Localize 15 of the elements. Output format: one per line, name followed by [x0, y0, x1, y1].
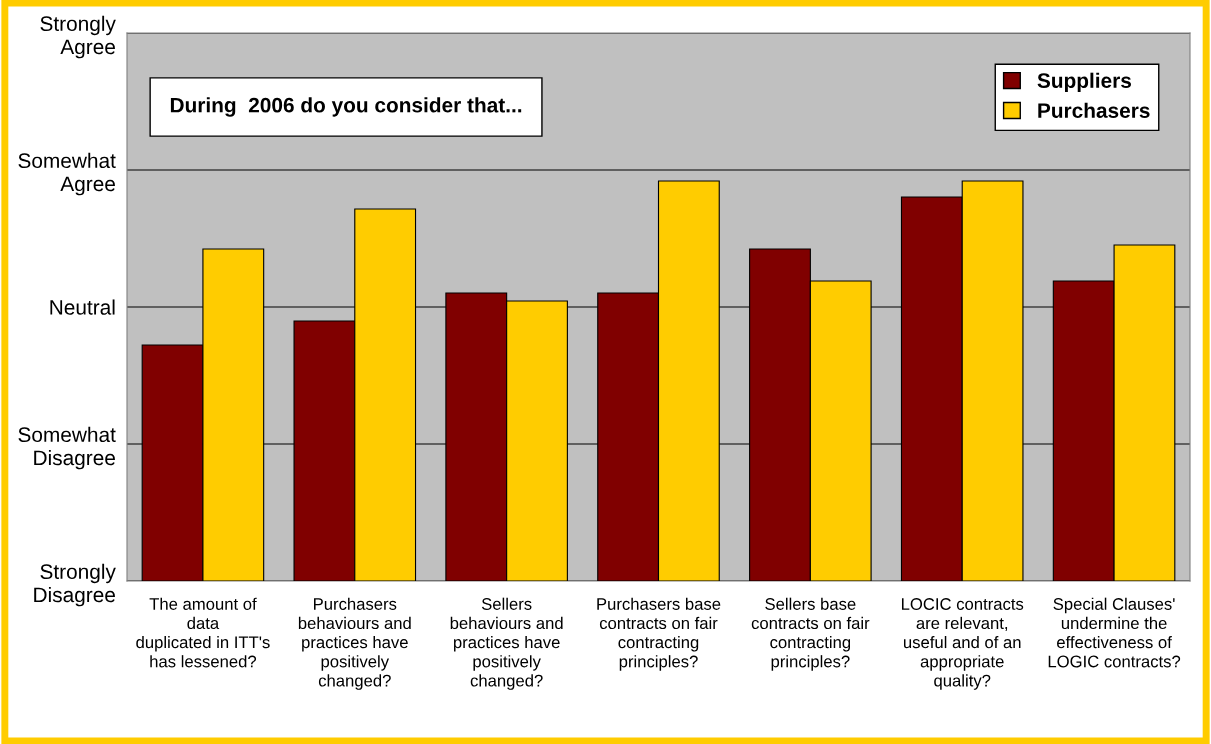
x-tick-label: Sellers base contracts on fair contracting principles? [751, 597, 870, 671]
text: During 2006 do you consider that... [170, 97, 522, 117]
legend-label: Purchasers [1038, 102, 1150, 118]
legend-label: Suppliers [1037, 72, 1131, 93]
text: Somewhat Disagree [18, 426, 116, 470]
x-tick-label: The amount of data duplicated in ITT's has lessened? [136, 597, 270, 668]
x-tick-label: LOCIC contracts are relevant, useful and of an appropriate quality? [901, 598, 1024, 690]
x-tick-label: Purchasers base contracts on fair contracting principles? [597, 597, 721, 671]
text: Strongly Agree [40, 15, 116, 59]
x-tick-label: Purchasers behaviours and practices have positively changed? [298, 597, 411, 690]
text: Somewhat Agree [18, 152, 116, 196]
text: Neutral [50, 299, 115, 315]
x-tick-label: Special Clauses' undermine the effectiveness of LOGIC contracts? [1048, 597, 1181, 668]
text: Strongly Disagree [34, 563, 116, 607]
x-tick-label: Sellers behaviours and practices have positively changed? [450, 597, 563, 690]
